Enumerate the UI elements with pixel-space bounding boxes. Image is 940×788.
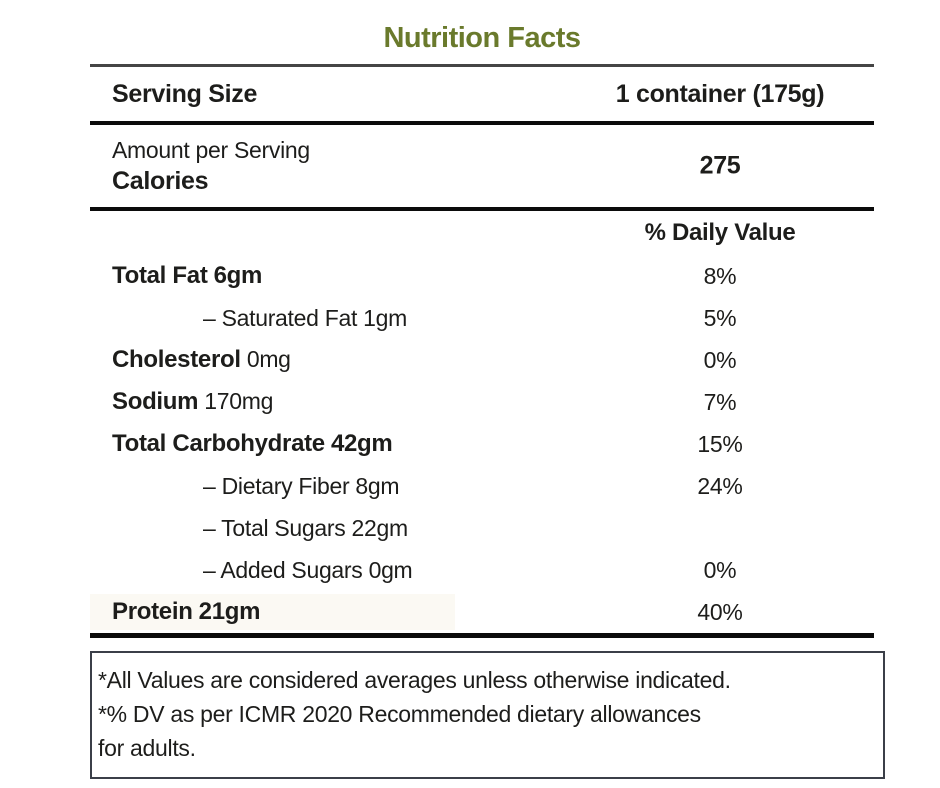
nutrient-daily-value: 24% bbox=[697, 472, 743, 499]
nutrient-label: – Saturated Fat bbox=[203, 304, 358, 331]
nutrient-name: – Total Sugars 22gm bbox=[90, 515, 408, 542]
nutrient-amount: 22gm bbox=[351, 514, 409, 541]
divider-serving bbox=[90, 121, 874, 125]
nutrient-row: – Dietary Fiber 8gm 24% bbox=[90, 465, 874, 507]
footnote-line: *% DV as per ICMR 2020 Recommended dieta… bbox=[98, 701, 701, 727]
nutrient-daily-value: 5% bbox=[703, 304, 737, 331]
nutrient-row: Sodium 170mg 7% bbox=[90, 381, 874, 423]
nutrient-daily-value: 0% bbox=[703, 346, 737, 373]
nutrient-label: Sodium bbox=[112, 388, 199, 415]
protein-highlight bbox=[90, 594, 455, 630]
nutrient-label: Protein bbox=[112, 598, 193, 625]
serving-size-label: Serving Size bbox=[112, 79, 258, 108]
nutrient-row: Total Carbohydrate 42gm 15% bbox=[90, 423, 874, 465]
nutrient-name: – Saturated Fat 1gm bbox=[90, 305, 407, 332]
footnote-line: *All Values are considered averages unle… bbox=[98, 667, 731, 693]
nutrient-daily-value: 8% bbox=[703, 262, 737, 289]
serving-size-value: 1 container (175g) bbox=[615, 79, 825, 108]
nutrient-amount: 21gm bbox=[198, 598, 261, 625]
divider-bottom bbox=[90, 633, 874, 638]
footnote-line: for adults. bbox=[98, 735, 196, 761]
nutrient-label: – Added Sugars bbox=[203, 556, 363, 583]
nutrient-name: – Added Sugars 0gm bbox=[90, 556, 413, 584]
calories-label: Calories bbox=[112, 167, 209, 195]
daily-value-header-row: % Daily Value bbox=[90, 211, 874, 255]
nutrient-row: Total Fat 6gm 8% bbox=[90, 255, 874, 297]
nutrient-name: Total Carbohydrate 42gm bbox=[90, 430, 393, 458]
serving-size-row: Serving Size 1 container (175g) bbox=[90, 67, 874, 121]
nutrient-name: Cholesterol 0mg bbox=[90, 346, 291, 374]
calories-value: 275 bbox=[699, 151, 741, 180]
nutrient-name: Total Fat 6gm bbox=[90, 262, 262, 290]
nutrition-title: Nutrition Facts bbox=[383, 22, 581, 54]
nutrient-amount: 1gm bbox=[363, 304, 407, 331]
nutrient-label: Cholesterol bbox=[112, 346, 241, 373]
nutrient-row: – Total Sugars 22gm bbox=[90, 507, 874, 549]
nutrient-name: – Dietary Fiber 8gm bbox=[90, 472, 400, 500]
nutrient-label: – Total Sugars bbox=[203, 514, 346, 541]
nutrient-daily-value: 40% bbox=[697, 598, 743, 625]
divider-calories bbox=[90, 207, 874, 211]
calories-block: Amount per Serving Calories 275 bbox=[90, 125, 874, 207]
nutrient-rows: Total Fat 6gm 8% – Saturated Fat 1gm 5% … bbox=[90, 255, 874, 633]
nutrient-row: Cholesterol 0mg 0% bbox=[90, 339, 874, 381]
amount-per-serving-label: Amount per Serving bbox=[112, 137, 310, 163]
nutrition-table: Serving Size 1 container (175g) Amount p… bbox=[90, 64, 874, 638]
nutrient-row: – Saturated Fat 1gm 5% bbox=[90, 297, 874, 339]
nutrient-amount: 0mg bbox=[246, 346, 291, 372]
nutrient-row: Protein 21gm 40% bbox=[90, 591, 874, 633]
nutrient-name: Protein 21gm bbox=[90, 598, 260, 626]
nutrient-amount: 0gm bbox=[368, 556, 413, 583]
nutrient-label: Total Fat bbox=[112, 262, 208, 289]
nutrient-amount: 6gm bbox=[213, 262, 263, 289]
nutrient-daily-value: 7% bbox=[703, 388, 737, 415]
nutrient-amount: 42gm bbox=[330, 430, 393, 457]
nutrient-name: Sodium 170mg bbox=[90, 388, 273, 416]
daily-value-header: % Daily Value bbox=[644, 219, 796, 246]
nutrient-label: – Dietary Fiber bbox=[203, 472, 350, 499]
footnote-box: *All Values are considered averages unle… bbox=[90, 651, 885, 779]
nutrient-amount: 8gm bbox=[355, 472, 400, 499]
nutrient-daily-value: 0% bbox=[703, 556, 737, 583]
nutrient-row: – Added Sugars 0gm 0% bbox=[90, 549, 874, 591]
nutrient-amount: 170mg bbox=[204, 388, 274, 414]
divider-top bbox=[90, 64, 874, 67]
nutrient-daily-value: 15% bbox=[697, 430, 743, 457]
nutrient-label: Total Carbohydrate bbox=[112, 430, 325, 457]
